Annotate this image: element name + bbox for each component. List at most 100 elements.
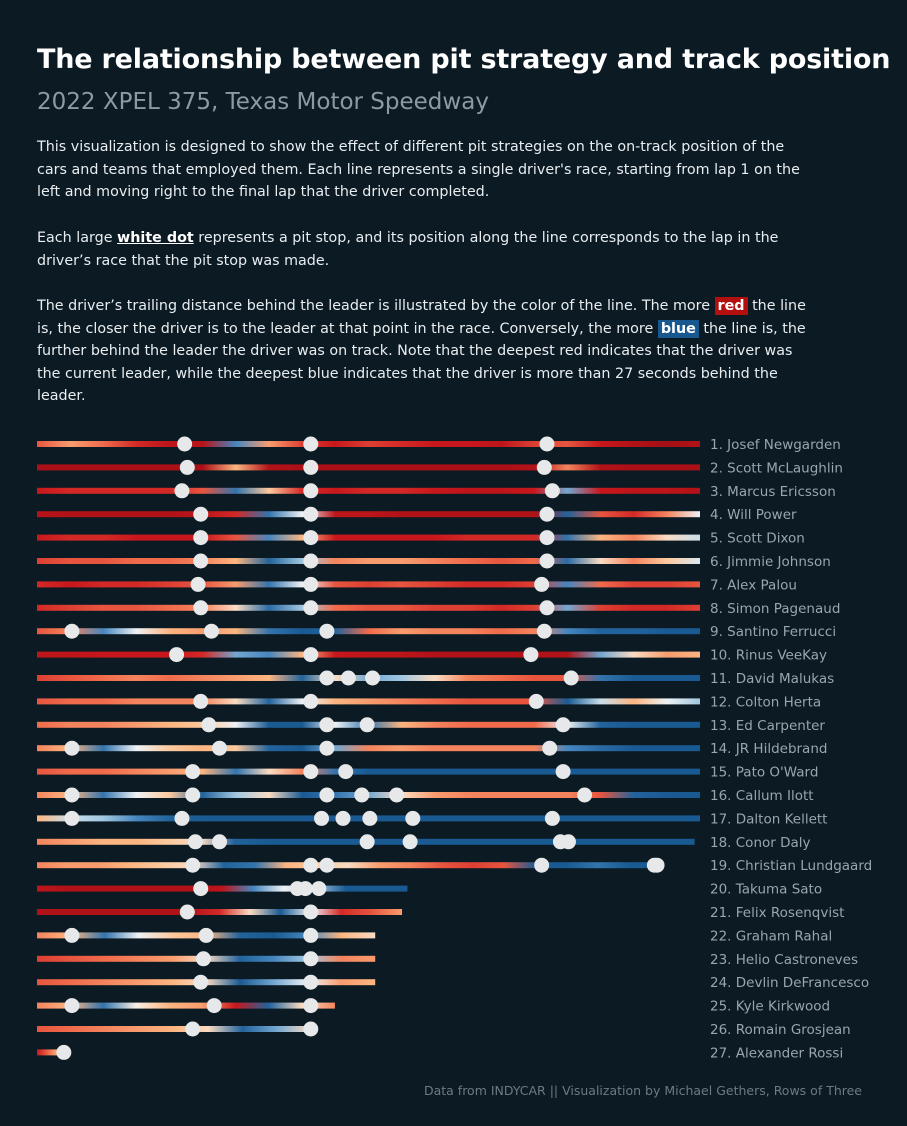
- race-line: [37, 885, 408, 892]
- pit-stop-dot: [303, 600, 319, 616]
- pit-stop-dot: [528, 693, 544, 709]
- pit-stop-dot: [174, 810, 190, 826]
- pit-stop-dot: [169, 647, 185, 663]
- driver-label: 8. Simon Pagenaud: [710, 601, 840, 617]
- driver-label: 27. Alexander Rossi: [710, 1045, 843, 1061]
- chart-subtitle: 2022 XPEL 375, Texas Motor Speedway: [37, 89, 489, 115]
- pit-stop-dot: [303, 927, 319, 943]
- driver-label: 21. Felix Rosenqvist: [710, 905, 844, 921]
- driver-label: 16. Callum Ilott: [710, 788, 814, 804]
- race-line: [37, 768, 700, 775]
- driver-row: 24. Devlin DeFrancesco: [37, 974, 869, 991]
- pit-stop-dot: [212, 740, 228, 756]
- pit-stop-dot: [193, 600, 209, 616]
- pit-stop-dot: [56, 1044, 72, 1060]
- driver-row: 6. Jimmie Johnson: [37, 553, 831, 570]
- race-line: [37, 862, 660, 869]
- race-line: [37, 558, 700, 564]
- driver-label: 6. Jimmie Johnson: [710, 554, 831, 570]
- pit-stop-dot: [206, 998, 222, 1014]
- pit-stop-dot: [362, 810, 378, 826]
- driver-row: 11. David Malukas: [37, 670, 834, 687]
- pit-stop-dot: [335, 810, 351, 826]
- driver-label: 2. Scott McLaughlin: [710, 460, 843, 476]
- pit-stop-dot: [193, 530, 209, 546]
- pit-stop-dot: [539, 600, 555, 616]
- driver-row: 17. Dalton Kellett: [37, 810, 827, 827]
- driver-row: 22. Graham Rahal: [37, 927, 832, 944]
- race-line: [37, 651, 700, 658]
- pit-stop-dot: [577, 787, 593, 803]
- pit-stop-dot: [303, 693, 319, 709]
- pit-stop-dot: [539, 506, 555, 522]
- driver-label: 1. Josef Newgarden: [710, 437, 841, 453]
- pit-stop-dot: [174, 483, 190, 499]
- pit-stop-dot: [311, 881, 327, 897]
- pit-stop-dot: [193, 506, 209, 522]
- pit-stop-dot: [560, 834, 576, 850]
- driver-label: 22. Graham Rahal: [710, 928, 832, 944]
- red-keyword: red: [714, 297, 748, 315]
- driver-row: 9. Santino Ferrucci: [37, 623, 836, 640]
- driver-label: 26. Romain Grosjean: [710, 1022, 851, 1038]
- pit-stop-dot: [359, 717, 375, 733]
- driver-row: 7. Alex Palou: [37, 576, 797, 593]
- pit-stop-dot: [319, 670, 335, 686]
- driver-row: 2. Scott McLaughlin: [37, 459, 843, 476]
- pit-stop-dot: [190, 576, 206, 592]
- pit-stop-dot: [555, 717, 571, 733]
- pit-stop-dot: [198, 927, 214, 943]
- pit-stop-dot: [64, 810, 80, 826]
- driver-label: 18. Conor Daly: [710, 835, 811, 851]
- pit-stop-dot: [193, 553, 209, 569]
- pit-stop-dot: [64, 998, 80, 1014]
- driver-label: 20. Takuma Sato: [710, 882, 822, 898]
- pit-stop-dot: [303, 530, 319, 546]
- description-text: Each large: [37, 230, 118, 246]
- pit-stop-dot: [539, 436, 555, 452]
- driver-label: 12. Colton Herta: [710, 694, 821, 710]
- pit-stop-dot: [649, 857, 665, 873]
- race-line: [37, 745, 700, 752]
- driver-label: 5. Scott Dixon: [710, 531, 805, 547]
- race-line: [37, 1026, 311, 1032]
- pit-stop-dot: [563, 670, 579, 686]
- pit-stop-dot: [303, 553, 319, 569]
- description-text: The driver’s trailing distance behind th…: [37, 298, 715, 314]
- pit-stop-dot: [319, 857, 335, 873]
- driver-row: 21. Felix Rosenqvist: [37, 904, 844, 921]
- pit-stop-dot: [185, 787, 201, 803]
- driver-row: 1. Josef Newgarden: [37, 436, 841, 453]
- description-paragraph-2: Each large white dot represents a pit st…: [37, 227, 817, 272]
- pit-stop-dot: [523, 647, 539, 663]
- race-line: [37, 1002, 335, 1009]
- driver-row: 27. Alexander Rossi: [37, 1044, 843, 1061]
- driver-row: 14. JR Hildebrand: [37, 740, 827, 757]
- driver-label: 11. David Malukas: [710, 671, 834, 687]
- pit-stop-dot: [542, 740, 558, 756]
- race-line: [37, 628, 700, 635]
- pit-stop-dot: [405, 810, 421, 826]
- driver-row: 12. Colton Herta: [37, 693, 821, 710]
- pit-stop-dot: [303, 576, 319, 592]
- pit-stop-dot: [303, 998, 319, 1014]
- pit-stop-dot: [402, 834, 418, 850]
- pit-stop-dot: [555, 764, 571, 780]
- race-line: [37, 441, 700, 447]
- blue-keyword: blue: [657, 319, 699, 338]
- pit-stop-dot: [303, 436, 319, 452]
- driver-label: 17. Dalton Kellett: [710, 811, 827, 827]
- pit-stop-dot: [319, 623, 335, 639]
- driver-label: 24. Devlin DeFrancesco: [710, 975, 869, 991]
- pit-stop-dot: [179, 904, 195, 920]
- driver-label: 25. Kyle Kirkwood: [710, 999, 830, 1015]
- pit-stop-dot: [319, 787, 335, 803]
- driver-label: 15. Pato O'Ward: [710, 765, 818, 781]
- pit-stop-dot: [303, 459, 319, 475]
- pit-stop-dot: [536, 623, 552, 639]
- driver-row: 20. Takuma Sato: [37, 881, 822, 898]
- pit-stop-dot: [536, 459, 552, 475]
- driver-label: 13. Ed Carpenter: [710, 718, 825, 734]
- pit-stop-dot: [177, 436, 193, 452]
